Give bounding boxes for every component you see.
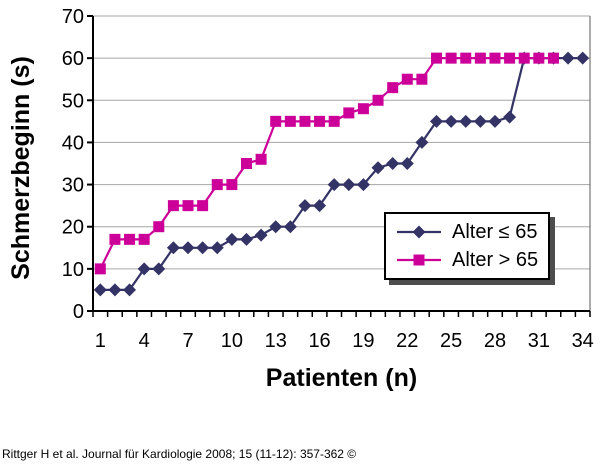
- data-point: [503, 110, 517, 124]
- data-point: [283, 220, 297, 234]
- data-point: [431, 52, 443, 64]
- data-point: [488, 114, 502, 128]
- x-axis-title: Patienten (n): [265, 364, 418, 392]
- data-point: [167, 200, 179, 212]
- data-point: [284, 115, 296, 127]
- data-point: [459, 114, 473, 128]
- data-point: [400, 157, 414, 170]
- y-tick-label: 40: [62, 132, 84, 154]
- data-point: [211, 179, 223, 191]
- data-point: [270, 115, 282, 127]
- legend-sample-marker: [413, 254, 425, 266]
- data-point: [473, 114, 487, 128]
- data-point: [356, 178, 370, 192]
- data-point: [342, 178, 356, 192]
- legend-label-alter-gt-65: Alter > 65: [452, 248, 539, 271]
- legend: Alter ≤ 65 Alter > 65: [384, 212, 551, 280]
- data-point: [328, 115, 340, 127]
- data-point: [299, 115, 311, 127]
- data-point: [386, 157, 400, 170]
- data-point: [460, 52, 472, 64]
- data-point: [444, 114, 458, 128]
- data-point: [225, 232, 239, 246]
- data-point: [430, 114, 444, 128]
- data-point: [489, 52, 501, 64]
- data-point: [123, 283, 137, 297]
- x-tick-label: 7: [182, 330, 193, 352]
- x-tick-label: 1: [95, 330, 106, 352]
- data-point: [182, 200, 194, 212]
- data-point: [343, 107, 355, 119]
- data-point: [371, 161, 385, 175]
- data-point: [327, 178, 341, 192]
- data-point: [533, 52, 545, 64]
- x-tick-label: 19: [352, 330, 374, 352]
- x-tick-label: 28: [484, 330, 506, 352]
- data-point: [152, 262, 166, 276]
- data-point: [240, 158, 252, 169]
- x-tick-label: 13: [265, 330, 287, 352]
- data-point: [254, 228, 268, 242]
- legend-item-alter-gt-65: Alter > 65: [396, 248, 539, 271]
- data-point: [109, 233, 121, 245]
- y-tick-label: 30: [62, 175, 84, 197]
- data-point: [138, 233, 150, 245]
- data-point: [387, 82, 399, 94]
- data-point: [314, 115, 326, 127]
- data-point: [239, 232, 253, 246]
- data-point: [518, 52, 530, 64]
- data-point: [166, 241, 180, 255]
- data-point: [181, 241, 195, 255]
- data-point: [94, 263, 106, 275]
- data-point: [108, 283, 122, 297]
- y-axis-title: Schmerzbeginn (s): [7, 56, 35, 280]
- y-tick-label: 10: [62, 259, 84, 281]
- x-tick-label: 22: [396, 330, 418, 352]
- data-point: [269, 220, 283, 234]
- data-point: [226, 179, 238, 191]
- y-tick-label: 60: [62, 48, 84, 70]
- data-point: [372, 94, 384, 106]
- x-tick-label: 25: [440, 330, 462, 352]
- citation-text: Rittger H et al. Journal für Kardiologie…: [2, 447, 357, 461]
- data-point: [401, 73, 413, 85]
- data-point: [197, 200, 209, 212]
- data-point: [576, 51, 590, 65]
- data-point: [357, 103, 369, 115]
- data-point: [196, 241, 210, 255]
- data-point: [210, 241, 224, 255]
- data-point: [124, 233, 136, 245]
- y-tick-label: 70: [62, 6, 84, 28]
- x-tick-label: 31: [528, 330, 550, 352]
- data-point: [416, 73, 428, 85]
- y-tick-label: 20: [62, 217, 84, 239]
- series-markers-1: [94, 52, 559, 275]
- data-point: [474, 52, 486, 64]
- legend-square-marker-icon: [397, 254, 441, 266]
- data-point: [547, 52, 559, 64]
- legend-sample-marker: [412, 225, 426, 239]
- x-tick-label: 34: [572, 330, 594, 352]
- x-tick-label: 4: [139, 330, 150, 352]
- data-point: [298, 199, 312, 213]
- data-point: [255, 153, 267, 165]
- y-tick-label: 0: [73, 301, 84, 323]
- data-point: [504, 52, 516, 64]
- x-tick-label: 10: [221, 330, 243, 352]
- legend-item-alter-le-65: Alter ≤ 65: [396, 220, 538, 243]
- data-point: [153, 221, 165, 233]
- x-tick-label: 16: [308, 330, 330, 352]
- series-line-0: [100, 57, 583, 291]
- legend-diamond-marker-icon: [397, 225, 441, 239]
- data-point: [445, 52, 457, 64]
- data-point: [415, 135, 429, 149]
- legend-label-alter-le-65: Alter ≤ 65: [452, 220, 538, 243]
- data-point: [93, 283, 107, 297]
- y-tick-label: 50: [62, 90, 84, 112]
- data-point: [561, 51, 575, 65]
- data-point: [313, 199, 327, 213]
- data-point: [137, 262, 151, 276]
